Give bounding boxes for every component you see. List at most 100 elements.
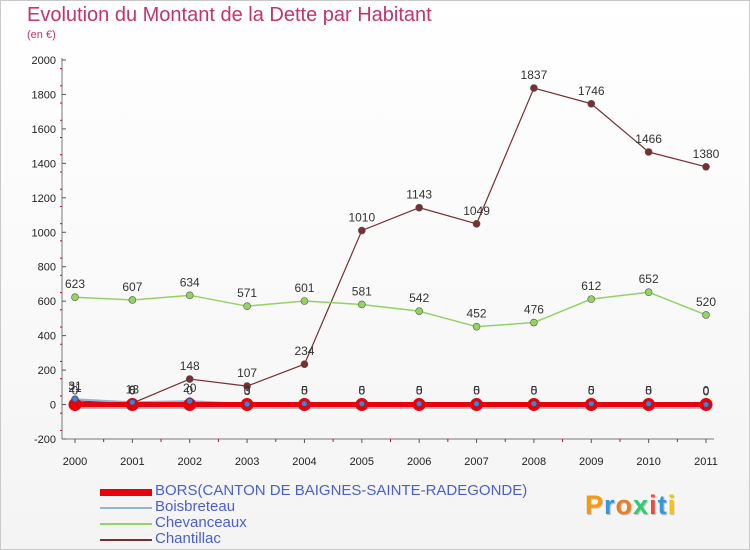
data-label: 0 — [72, 384, 79, 398]
logo-letter: P — [585, 490, 605, 520]
data-point — [415, 203, 423, 212]
data-point — [243, 382, 251, 390]
data-label: 148 — [180, 359, 200, 373]
data-label: 1746 — [578, 84, 605, 98]
data-label: 0 — [645, 384, 652, 398]
data-label: 3 — [244, 384, 251, 398]
data-label: 1143 — [406, 188, 432, 202]
data-label: 601 — [294, 281, 314, 295]
data-point — [645, 400, 652, 407]
data-label: 13 — [126, 382, 140, 396]
data-label: 542 — [409, 291, 429, 305]
x-tick-label: 2008 — [522, 456, 546, 468]
data-label: 5 — [416, 384, 423, 398]
y-tick-label: 200 — [38, 365, 56, 377]
y-tick-label: 0 — [50, 400, 56, 412]
data-label: 0 — [703, 384, 710, 398]
data-label: 652 — [639, 272, 659, 286]
data-point — [300, 297, 309, 305]
data-label: 1380 — [693, 147, 720, 161]
x-tick-label: 2009 — [579, 456, 603, 468]
data-point — [416, 400, 423, 407]
y-tick-label: 1600 — [32, 124, 56, 136]
logo-letter: r — [604, 490, 616, 520]
chart-subtitle: (en €) — [27, 29, 56, 41]
data-label: 0 — [186, 384, 193, 398]
data-label: 5 — [473, 384, 480, 398]
y-tick-label: 400 — [38, 331, 56, 343]
data-point — [415, 307, 423, 315]
y-tick-label: 1000 — [32, 227, 56, 239]
data-point — [185, 291, 194, 300]
logo-letter: o — [615, 490, 634, 520]
x-tick-label: 2000 — [63, 456, 87, 468]
data-label: 107 — [237, 366, 257, 380]
data-point — [358, 226, 366, 235]
data-point — [128, 296, 137, 304]
x-tick-label: 2005 — [350, 456, 374, 468]
data-label: 623 — [65, 277, 85, 291]
data-label: 21 — [68, 381, 82, 395]
data-point — [358, 300, 366, 309]
data-label: 5 — [358, 384, 365, 398]
data-label: 0 — [301, 384, 308, 398]
legend-swatch-boisbreteau — [100, 507, 152, 509]
legend-label-boisbreteau: Boisbreteau — [155, 498, 236, 515]
x-tick-label: 2006 — [407, 456, 431, 468]
data-label: 571 — [237, 286, 257, 300]
y-tick-label: 1400 — [32, 158, 56, 170]
data-label: 520 — [696, 295, 716, 309]
series-line-3 — [74, 87, 707, 404]
x-tick-label: 2010 — [636, 456, 660, 468]
data-point — [244, 400, 251, 408]
x-tick-label: 2002 — [177, 456, 201, 468]
data-point — [472, 220, 481, 228]
logo-letter: t — [657, 490, 668, 520]
legend-swatch-chantillac — [100, 539, 152, 541]
data-label: 20 — [183, 381, 197, 395]
data-label: 234 — [294, 344, 314, 358]
data-label: 8 — [129, 383, 136, 397]
x-tick-label: 2004 — [292, 456, 316, 468]
data-label: 0 — [129, 384, 136, 398]
data-label: 607 — [122, 280, 142, 294]
proxiti-logo: Proxiti — [585, 490, 676, 521]
data-label: 581 — [352, 284, 372, 298]
data-point — [301, 400, 308, 407]
data-label: 1837 — [521, 68, 548, 82]
logo-letter: i — [649, 490, 658, 520]
data-label: 0 — [473, 384, 480, 398]
x-tick-label: 2011 — [694, 456, 718, 468]
x-tick-label: 2003 — [235, 456, 259, 468]
data-label: 1010 — [348, 211, 375, 225]
data-label: 0 — [588, 384, 595, 398]
data-label: 452 — [467, 307, 487, 321]
series-line-2 — [74, 291, 707, 328]
data-point — [530, 84, 538, 92]
logo-letter: x — [633, 490, 650, 520]
data-point — [71, 293, 79, 302]
y-tick-label: 1800 — [32, 89, 56, 101]
data-point — [644, 288, 653, 297]
data-label: 5 — [645, 384, 652, 398]
data-label: 31 — [68, 379, 82, 393]
data-point — [702, 311, 710, 319]
line-chart: -200020040060080010001200140016001800200… — [32, 55, 720, 468]
data-label: 1466 — [635, 132, 662, 146]
data-point — [702, 401, 710, 408]
data-label: 0 — [703, 385, 710, 399]
data-label: 0 — [531, 384, 538, 398]
data-label: 5 — [588, 384, 595, 398]
data-point — [472, 322, 481, 331]
data-label: 476 — [524, 303, 544, 317]
legend-swatch-bors — [100, 489, 152, 496]
y-tick-label: 1200 — [32, 193, 56, 205]
data-label: 0 — [244, 384, 251, 398]
data-point — [644, 148, 653, 156]
y-tick-label: -200 — [34, 434, 56, 446]
legend-label-chevanceaux: Chevanceaux — [155, 514, 247, 531]
data-label: 5 — [531, 384, 538, 398]
data-point — [702, 163, 710, 171]
y-tick-label: 800 — [38, 262, 56, 274]
x-tick-label: 2001 — [120, 456, 144, 468]
